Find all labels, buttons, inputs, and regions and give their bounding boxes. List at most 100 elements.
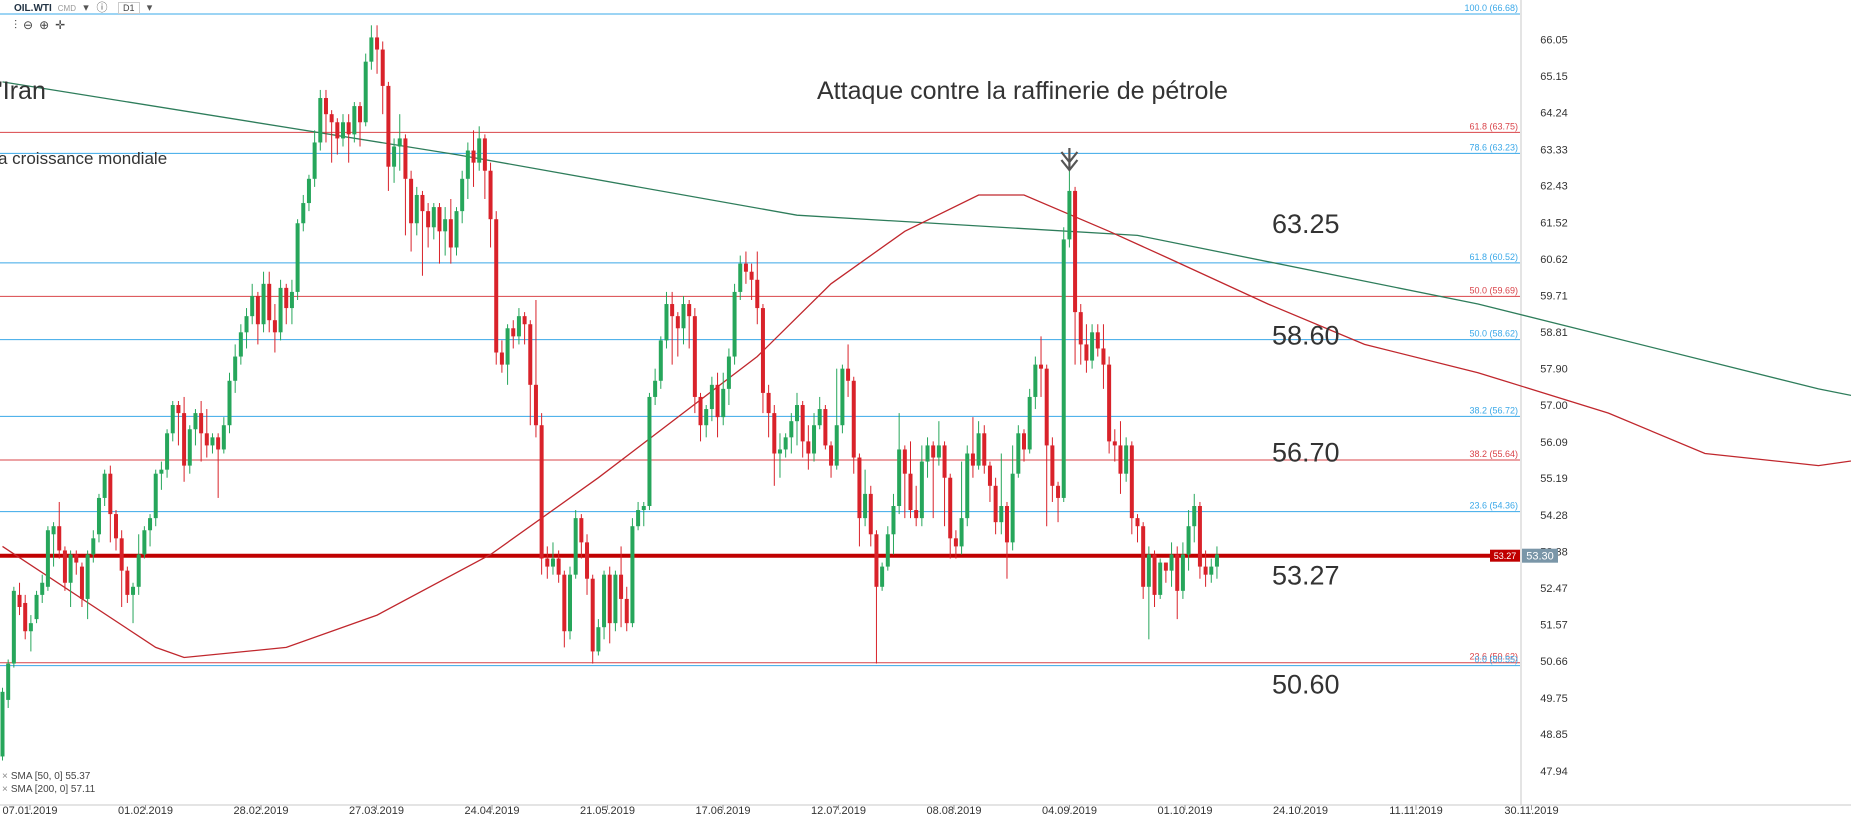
timeframe-select[interactable]: D1	[118, 2, 140, 14]
sma50-legend[interactable]: × SMA [50, 0] 55.37	[2, 771, 91, 782]
candle-body	[363, 61, 368, 123]
candle-body	[602, 574, 607, 628]
candle-body	[919, 461, 924, 519]
candle-body	[789, 421, 794, 438]
candle-body	[102, 473, 107, 498]
candle-body	[85, 554, 90, 599]
current-price-marker	[1522, 548, 1558, 563]
candle-body	[749, 271, 754, 280]
candle-body	[823, 409, 828, 446]
candle-body	[545, 558, 550, 567]
candle-body	[738, 263, 743, 292]
candle-body	[965, 453, 970, 519]
candle-body	[1186, 526, 1191, 555]
candle-body	[948, 477, 953, 539]
candle-body	[40, 582, 45, 595]
candle-body	[851, 380, 856, 458]
candle-body	[812, 425, 817, 454]
candle-body	[244, 316, 249, 333]
candle-body	[897, 449, 902, 507]
current-price-label: 53.30	[1526, 551, 1554, 563]
symbol-label[interactable]: OIL.WTI	[14, 2, 52, 14]
candle-body	[800, 405, 805, 442]
candle-body	[1152, 554, 1157, 595]
candle-body	[210, 437, 215, 446]
chart-toolbar: OIL.WTI CMD ▾ ⓘ D1 ▾	[0, 0, 156, 16]
candle-body	[647, 396, 652, 507]
x-tick-label: 27.03.2019	[349, 805, 404, 817]
x-tick-label: 24.10.2019	[1273, 805, 1328, 817]
candle-body	[1192, 506, 1197, 527]
candle-body	[6, 663, 11, 700]
fib-level-label: 50.0 (58.62)	[1469, 329, 1518, 339]
candle-body	[255, 295, 260, 325]
candle-body	[596, 627, 601, 652]
chevron-down-icon[interactable]: ▾	[146, 2, 153, 14]
candle-body	[1010, 473, 1015, 543]
candle-body	[233, 356, 238, 381]
close-icon[interactable]: ×	[2, 784, 8, 795]
candle-body	[1067, 190, 1072, 240]
info-icon[interactable]: ⓘ	[96, 2, 108, 14]
candle-body	[465, 150, 470, 179]
candle-body	[1214, 554, 1219, 567]
candle-body	[692, 316, 697, 397]
candle-body	[11, 590, 16, 664]
candle-body	[1169, 554, 1174, 571]
candle-body	[925, 445, 930, 462]
y-tick-label: 56.09	[1540, 437, 1568, 449]
indicators-icon[interactable]: ⫶	[14, 18, 18, 32]
candle-body	[732, 291, 737, 357]
candle-body	[204, 433, 209, 446]
candle-body	[522, 316, 527, 325]
candle-body	[550, 558, 555, 567]
candle-body	[1044, 368, 1049, 446]
fib-level-label: 0.0 (50.55)	[1474, 655, 1518, 665]
candle-body	[505, 328, 510, 365]
candle-body	[777, 449, 782, 454]
candle-body	[868, 493, 873, 535]
candle-body	[874, 534, 879, 587]
candle-body	[624, 598, 629, 624]
candle-body	[494, 219, 499, 353]
candle-body	[1078, 312, 1083, 345]
candle-body	[250, 295, 255, 317]
candle-body	[329, 114, 334, 123]
level-annotation: 58.60	[1272, 320, 1340, 350]
candle-body	[681, 304, 686, 329]
zoom-out-icon[interactable]: ⊖	[23, 18, 34, 32]
candle-body	[221, 425, 226, 450]
candle-body	[68, 554, 73, 583]
candle-body	[766, 392, 771, 414]
candle-body	[227, 380, 232, 426]
close-icon[interactable]: ×	[2, 771, 8, 782]
candle-body	[482, 138, 487, 171]
candle-body	[1124, 445, 1129, 474]
candle-body	[891, 506, 896, 535]
crosshair-icon[interactable]: ✛	[55, 18, 66, 32]
y-tick-label: 47.94	[1540, 766, 1568, 778]
candle-body	[704, 409, 709, 426]
y-tick-label: 62.43	[1540, 181, 1568, 193]
x-tick-label: 17.06.2019	[695, 805, 750, 817]
candle-body	[562, 574, 567, 632]
sma200-legend[interactable]: × SMA [200, 0] 57.11	[2, 784, 96, 795]
candle-body	[1175, 554, 1180, 591]
candle-body	[1118, 445, 1123, 474]
candle-body	[267, 283, 272, 321]
candle-body	[1203, 566, 1208, 575]
candle-body	[216, 437, 221, 450]
zoom-in-icon[interactable]: ⊕	[39, 18, 50, 32]
candle-body	[153, 473, 158, 519]
candle-body	[556, 558, 561, 575]
candle-body	[301, 203, 306, 224]
candle-body	[834, 425, 839, 466]
chevron-down-icon[interactable]: ▾	[83, 2, 89, 14]
candle-body	[653, 380, 658, 397]
candle-body	[687, 304, 692, 317]
fib-level-label: 38.2 (56.72)	[1469, 405, 1518, 415]
candle-body	[499, 352, 504, 365]
y-tick-label: 61.52	[1540, 217, 1568, 229]
